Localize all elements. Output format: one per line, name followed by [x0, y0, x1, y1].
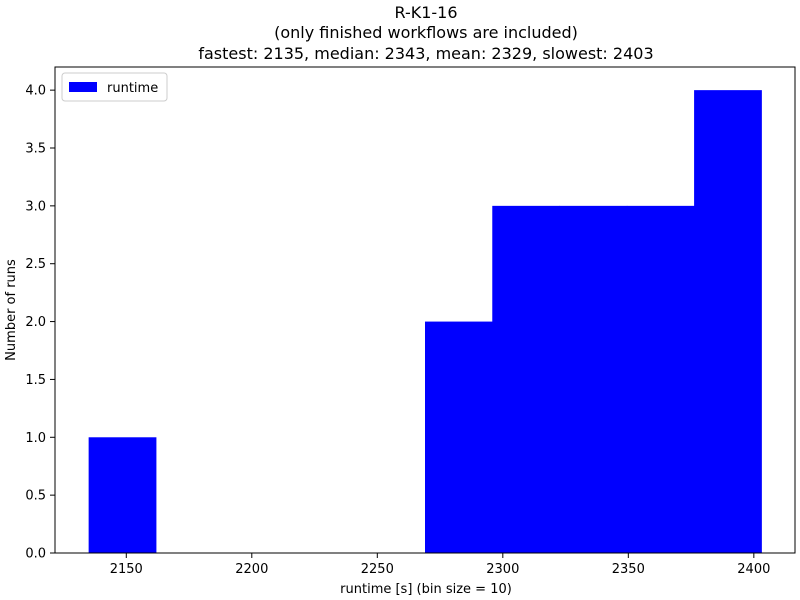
- x-tick-label: 2350: [612, 562, 645, 577]
- x-axis-ticks: 2150 2200 2250 2300 2350 2400: [110, 553, 770, 577]
- plot-frame: [54, 66, 796, 554]
- x-tick-label: 2250: [361, 562, 394, 577]
- legend-label: runtime: [107, 81, 158, 96]
- histogram-bar: [492, 205, 561, 553]
- x-tick-label: 2300: [486, 562, 519, 577]
- title-line-3: fastest: 2135, median: 2343, mean: 2329,…: [198, 44, 653, 63]
- histogram-bar: [425, 321, 493, 553]
- y-tick-label: 4.0: [25, 84, 46, 99]
- y-tick-label: 3.0: [25, 199, 46, 214]
- legend-box: [61, 72, 168, 102]
- y-tick-label: 0.5: [25, 489, 46, 504]
- x-axis-label: runtime [s] (bin size = 10): [340, 582, 512, 597]
- x-tick-label: 2150: [110, 562, 143, 577]
- histogram-bars: [88, 90, 762, 554]
- legend: runtime: [61, 72, 168, 102]
- y-tick-label: 2.5: [25, 257, 46, 272]
- y-tick-label: 3.5: [25, 142, 46, 157]
- x-tick-label: 2400: [737, 562, 770, 577]
- title-line-2: (only finished workflows are included): [274, 23, 578, 42]
- y-tick-label: 2.0: [25, 315, 46, 330]
- chart-title: R-K1-16 (only finished workflows are inc…: [198, 3, 653, 63]
- histogram-bar: [88, 437, 157, 553]
- histogram-bar: [559, 205, 628, 553]
- y-tick-label: 1.5: [25, 373, 46, 388]
- legend-swatch: [69, 82, 97, 92]
- y-tick-label: 0.0: [25, 547, 46, 562]
- histogram-bar: [626, 205, 695, 553]
- y-axis-label: Number of runs: [4, 259, 19, 361]
- y-axis-ticks: 0.0 0.5 1.0 1.5 2.0 2.5 3.0 3.5 4.0: [25, 84, 55, 562]
- x-tick-label: 2200: [235, 562, 268, 577]
- title-line-1: R-K1-16: [394, 3, 457, 22]
- y-tick-label: 1.0: [25, 431, 46, 446]
- histogram-bar: [694, 90, 762, 554]
